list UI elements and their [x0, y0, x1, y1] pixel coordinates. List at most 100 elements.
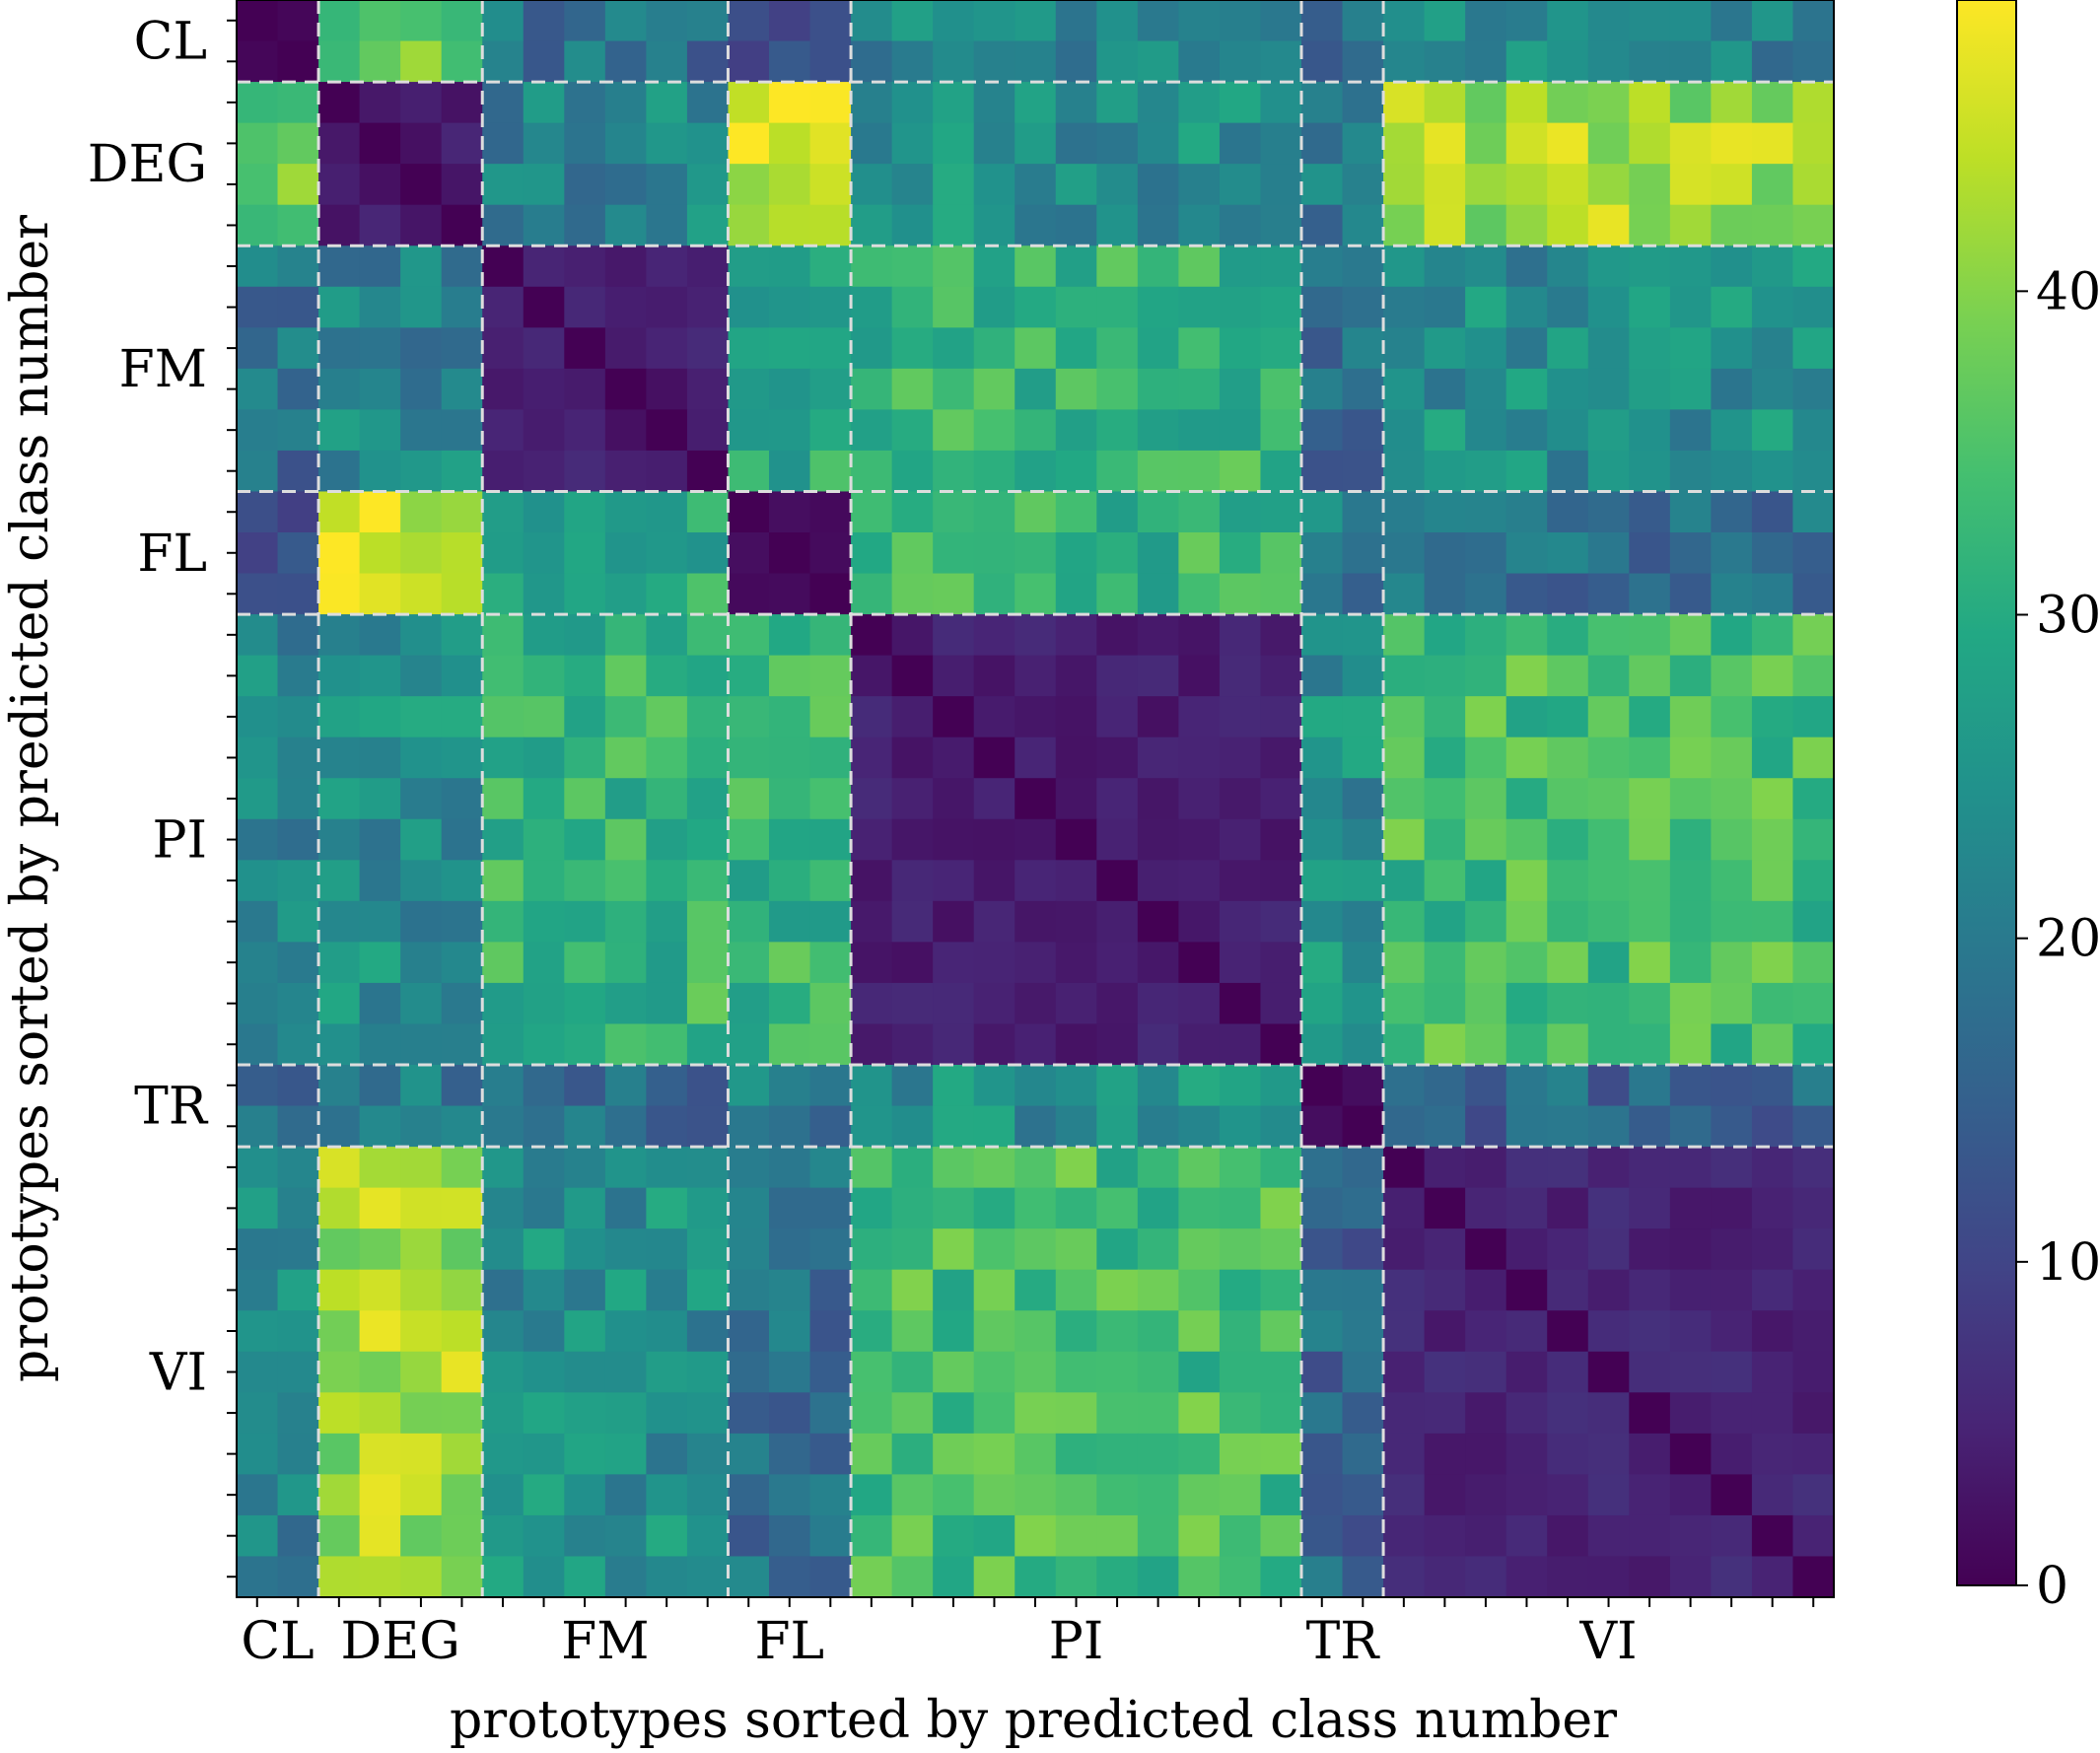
heatmap-cell [564, 1023, 606, 1066]
heatmap-cell [564, 982, 606, 1025]
heatmap-cell [1792, 450, 1835, 493]
heatmap-cell [1751, 409, 1794, 452]
heatmap-cell [1547, 164, 1589, 206]
heatmap-cell [237, 286, 279, 328]
heatmap-cell [482, 327, 525, 370]
heatmap-cell [1751, 164, 1794, 206]
heatmap-cell [851, 204, 893, 246]
heatmap-cell [646, 860, 688, 902]
heatmap-cell [728, 655, 770, 697]
heatmap-cell [1505, 900, 1548, 943]
heatmap-cell [1547, 1269, 1589, 1311]
heatmap-cell [1301, 409, 1344, 452]
heatmap-cell [973, 1023, 1015, 1066]
heatmap-cell [646, 1147, 688, 1189]
heatmap-cell [1505, 818, 1548, 861]
heatmap-cell [1629, 860, 1671, 902]
heatmap-cell [1629, 1474, 1671, 1516]
heatmap-cell [564, 818, 606, 861]
heatmap-cell [1711, 286, 1753, 328]
heatmap-cell [359, 1351, 401, 1393]
heatmap-cell [1505, 1351, 1548, 1393]
heatmap-cell [851, 245, 893, 288]
heatmap-cell [851, 1433, 893, 1475]
heatmap-cell [1711, 1228, 1753, 1271]
heatmap-cell [1505, 1269, 1548, 1311]
heatmap-cell [1096, 286, 1139, 328]
heatmap-cell [1096, 900, 1139, 943]
heatmap-cell [891, 778, 934, 820]
heatmap-cell [1015, 860, 1057, 902]
heatmap-cell [1260, 1105, 1302, 1148]
heatmap-cell [1547, 1065, 1589, 1107]
heatmap-cell [1260, 532, 1302, 575]
heatmap-cell [1669, 778, 1712, 820]
heatmap-cell [1260, 409, 1302, 452]
heatmap-cell [1219, 900, 1262, 943]
heatmap-cell [1547, 82, 1589, 124]
heatmap-cell [1711, 818, 1753, 861]
heatmap-cell [604, 450, 647, 493]
heatmap-cell [1792, 982, 1835, 1025]
heatmap-cell [973, 327, 1015, 370]
heatmap-cell [1505, 696, 1548, 738]
heatmap-cell [646, 982, 688, 1025]
heatmap-cell [933, 1269, 975, 1311]
heatmap-cell [728, 1351, 770, 1393]
heatmap-cell [728, 818, 770, 861]
heatmap-cell [809, 860, 852, 902]
heatmap-cell [646, 1187, 688, 1229]
heatmap-cell [482, 1147, 525, 1189]
heatmap-cell [1096, 1105, 1139, 1148]
heatmap-cell [1055, 82, 1097, 124]
heatmap-cell [359, 491, 401, 533]
heatmap-cell [891, 532, 934, 575]
heatmap-cell [1301, 1269, 1344, 1311]
heatmap-cell [686, 1392, 730, 1435]
heatmap-cell [441, 450, 483, 493]
heatmap-cell [728, 491, 770, 533]
heatmap-cell [523, 900, 565, 943]
heatmap-cell [564, 1187, 606, 1229]
heatmap-cell [1260, 245, 1302, 288]
heatmap-cell [1178, 1310, 1221, 1353]
heatmap-cell [1547, 1147, 1589, 1189]
heatmap-cell [1301, 614, 1344, 657]
heatmap-cell [564, 532, 606, 575]
heatmap-cell [237, 1147, 279, 1189]
heatmap-cell [686, 1065, 730, 1107]
heatmap-cell [1465, 368, 1507, 410]
heatmap-cell [1178, 409, 1221, 452]
heatmap-cell [277, 1065, 319, 1107]
heatmap-cell [1587, 1023, 1630, 1066]
heatmap-cell [1711, 1433, 1753, 1475]
heatmap-cell [523, 164, 565, 206]
heatmap-cell [441, 778, 483, 820]
heatmap-cell [400, 1065, 443, 1107]
heatmap-cell [604, 1433, 647, 1475]
heatmap-cell [604, 1023, 647, 1066]
heatmap-cell [1587, 1351, 1630, 1393]
heatmap-cell [1629, 1105, 1671, 1148]
heatmap-cell [1055, 614, 1097, 657]
heatmap-cell [318, 942, 361, 984]
heatmap-cell [728, 736, 770, 779]
heatmap-cell [933, 1023, 975, 1066]
heatmap-cell [1587, 573, 1630, 615]
heatmap-cell [441, 942, 483, 984]
heatmap-cell [1751, 40, 1794, 83]
y-class-label-cl: CL [134, 13, 207, 72]
heatmap-cell [1587, 491, 1630, 533]
heatmap-cell [1547, 736, 1589, 779]
heatmap-cell [1587, 696, 1630, 738]
heatmap-cell [1711, 1187, 1753, 1229]
heatmap-cell [1383, 491, 1426, 533]
heatmap-cell [1383, 736, 1426, 779]
heatmap-cell [1096, 532, 1139, 575]
heatmap-cell [1342, 368, 1384, 410]
heatmap-cell [973, 245, 1015, 288]
heatmap-cell [1055, 1269, 1097, 1311]
heatmap-cell [1096, 1023, 1139, 1066]
heatmap-cell [400, 450, 443, 493]
